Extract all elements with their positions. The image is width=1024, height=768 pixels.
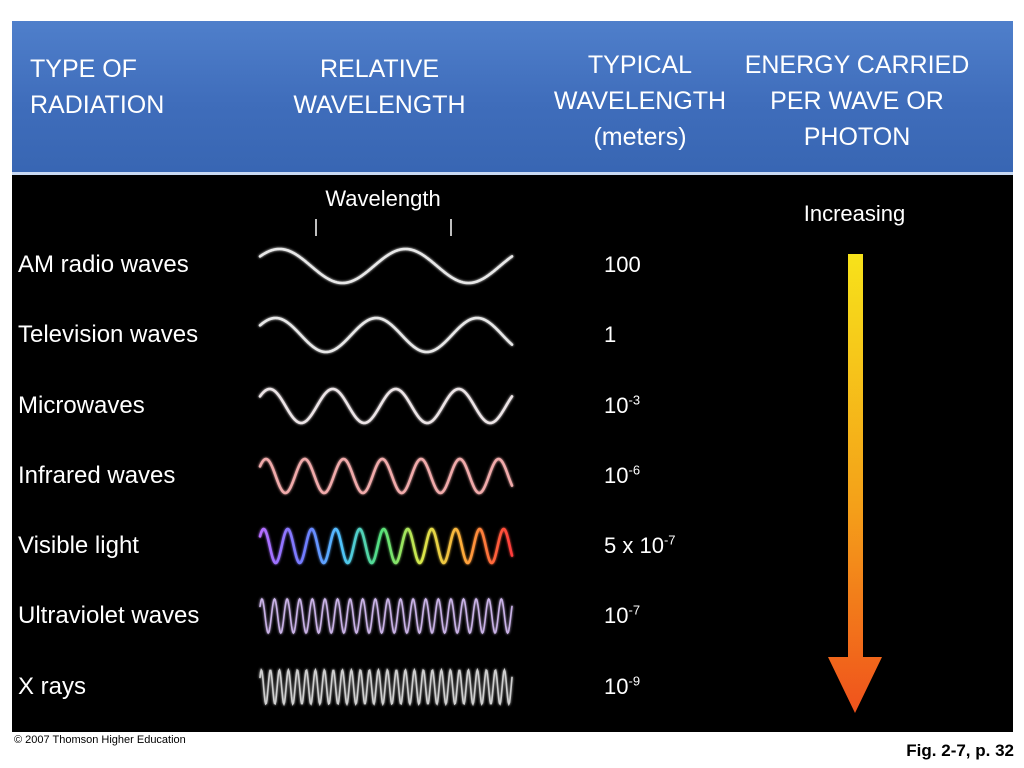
- wave-visible: [258, 527, 514, 565]
- row-label-infrared: Infrared waves: [18, 462, 176, 489]
- row-value-infrared: 10-6: [604, 462, 641, 488]
- energy-arrow: [828, 254, 882, 713]
- waves-diagram: [258, 219, 882, 713]
- row-label-ultraviolet: Ultraviolet waves: [18, 602, 200, 629]
- wave-ultraviolet: [259, 597, 513, 635]
- row-value-television: 1: [604, 322, 617, 347]
- wave-microwaves: [258, 387, 514, 425]
- row-label-x-rays: X rays: [18, 673, 87, 700]
- increasing-label: Increasing: [803, 201, 906, 226]
- row-value-visible: 5 x 10-7: [604, 532, 676, 558]
- wave-infrared: [258, 457, 514, 495]
- row-value-x-rays: 10-9: [604, 673, 641, 699]
- row-value-am-radio: 100: [604, 252, 641, 277]
- figure-reference: Fig. 2-7, p. 32: [906, 741, 1014, 760]
- wave-am-radio: [258, 247, 514, 285]
- header-energy-carried: ENERGY CARRIED PER WAVE OR PHOTON: [744, 51, 970, 151]
- copyright-text: © 2007 Thomson Higher Education: [14, 734, 186, 746]
- row-value-ultraviolet: 10-7: [604, 602, 641, 628]
- header-relative-wavelength: RELATIVE WAVELENGTH: [293, 55, 466, 119]
- wave-x-rays: [259, 667, 513, 707]
- header-divider: [12, 172, 1013, 175]
- header-typical-wavelength: TYPICAL WAVELENGTH (meters): [553, 51, 727, 151]
- figure-panel: TYPE OF RADIATION RELATIVE WAVELENGTH TY…: [12, 21, 1013, 732]
- row-label-microwaves: Microwaves: [18, 392, 145, 419]
- header-type-of-radiation: TYPE OF RADIATION: [30, 55, 165, 119]
- row-label-television: Television waves: [18, 321, 199, 348]
- row-label-am-radio: AM radio waves: [18, 251, 189, 278]
- row-value-microwaves: 10-3: [604, 392, 641, 418]
- table-header: TYPE OF RADIATION RELATIVE WAVELENGTH TY…: [12, 21, 1013, 172]
- wave-group: [258, 247, 514, 707]
- row-label-visible: Visible light: [18, 532, 139, 559]
- wave-television: [258, 316, 514, 354]
- wavelength-label: Wavelength: [325, 186, 441, 211]
